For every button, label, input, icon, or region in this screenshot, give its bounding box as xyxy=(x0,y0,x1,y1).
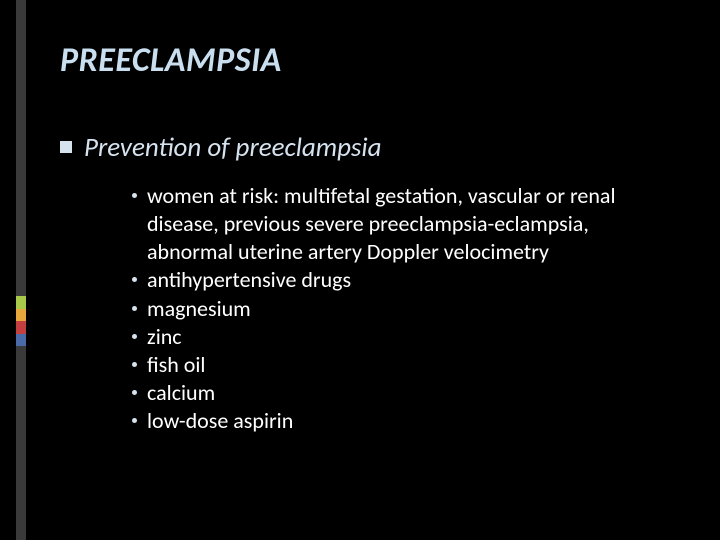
square-bullet-icon xyxy=(60,141,72,153)
list-item-text: low-dose aspirin xyxy=(147,407,293,435)
list-item: antihypertensive drugs xyxy=(132,266,670,294)
dot-bullet-icon xyxy=(132,390,137,395)
list-item: low-dose aspirin xyxy=(132,407,670,435)
bullet-list: women at risk: multifetal gestation, vas… xyxy=(132,182,670,435)
dot-bullet-icon xyxy=(132,362,137,367)
list-item-text: magnesium xyxy=(147,295,251,323)
slide: PREECLAMPSIA Prevention of preeclampsia … xyxy=(0,0,720,540)
heading-row: Prevention of preeclampsia xyxy=(60,131,670,164)
list-item: zinc xyxy=(132,323,670,351)
list-item-text: antihypertensive drugs xyxy=(147,266,351,294)
accent-strip xyxy=(16,0,26,540)
dot-bullet-icon xyxy=(132,193,137,198)
list-item-text: fish oil xyxy=(147,351,205,379)
list-item: fish oil xyxy=(132,351,670,379)
list-item-text: calcium xyxy=(147,379,215,407)
slide-content: Prevention of preeclampsia women at risk… xyxy=(60,131,670,435)
list-item-text: zinc xyxy=(147,323,182,351)
dot-bullet-icon xyxy=(132,334,137,339)
accent-segment xyxy=(16,309,26,322)
accent-segment xyxy=(16,334,26,347)
list-item: calcium xyxy=(132,379,670,407)
list-item: magnesium xyxy=(132,295,670,323)
accent-segment xyxy=(16,321,26,334)
list-item: women at risk: multifetal gestation, vas… xyxy=(132,182,670,266)
dot-bullet-icon xyxy=(132,418,137,423)
accent-segment xyxy=(16,346,26,540)
dot-bullet-icon xyxy=(132,306,137,311)
dot-bullet-icon xyxy=(132,277,137,282)
heading-text: Prevention of preeclampsia xyxy=(84,131,382,164)
accent-segment xyxy=(16,296,26,309)
list-item-text: women at risk: multifetal gestation, vas… xyxy=(147,182,670,266)
slide-title: PREECLAMPSIA xyxy=(60,40,670,81)
accent-segment xyxy=(16,0,26,296)
